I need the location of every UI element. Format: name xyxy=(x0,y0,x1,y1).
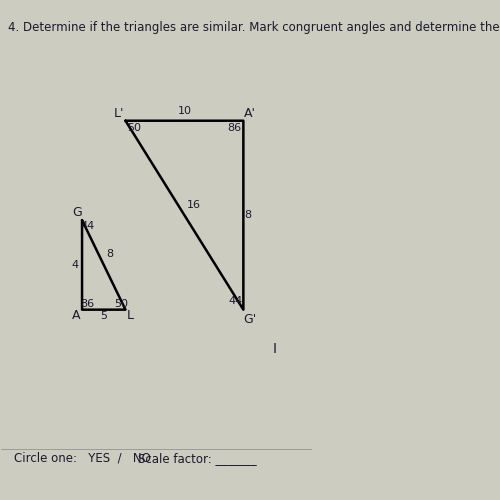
Text: A': A' xyxy=(244,107,256,120)
Text: 4: 4 xyxy=(72,260,79,270)
Text: G': G' xyxy=(243,313,256,326)
Text: 44: 44 xyxy=(228,296,242,306)
Text: 16: 16 xyxy=(186,200,200,210)
Text: I: I xyxy=(272,342,276,356)
Text: L': L' xyxy=(114,107,124,120)
Text: 4. Determine if the triangles are similar. Mark congruent angles and determine t: 4. Determine if the triangles are simila… xyxy=(8,22,500,35)
Text: 50: 50 xyxy=(127,123,141,133)
Text: 8: 8 xyxy=(106,249,113,259)
Text: 86: 86 xyxy=(80,298,94,308)
Text: 8: 8 xyxy=(244,210,252,220)
Text: L: L xyxy=(126,309,134,322)
Text: G: G xyxy=(72,206,83,219)
Text: 10: 10 xyxy=(178,106,192,116)
Text: 50: 50 xyxy=(114,298,128,308)
Text: 5: 5 xyxy=(100,310,107,320)
Text: Scale factor: _______: Scale factor: _______ xyxy=(138,452,256,465)
Text: A: A xyxy=(72,309,80,322)
Text: 44: 44 xyxy=(80,221,95,231)
Text: Circle one:   YES  /   NO: Circle one: YES / NO xyxy=(14,452,150,465)
Text: 86: 86 xyxy=(228,123,241,133)
